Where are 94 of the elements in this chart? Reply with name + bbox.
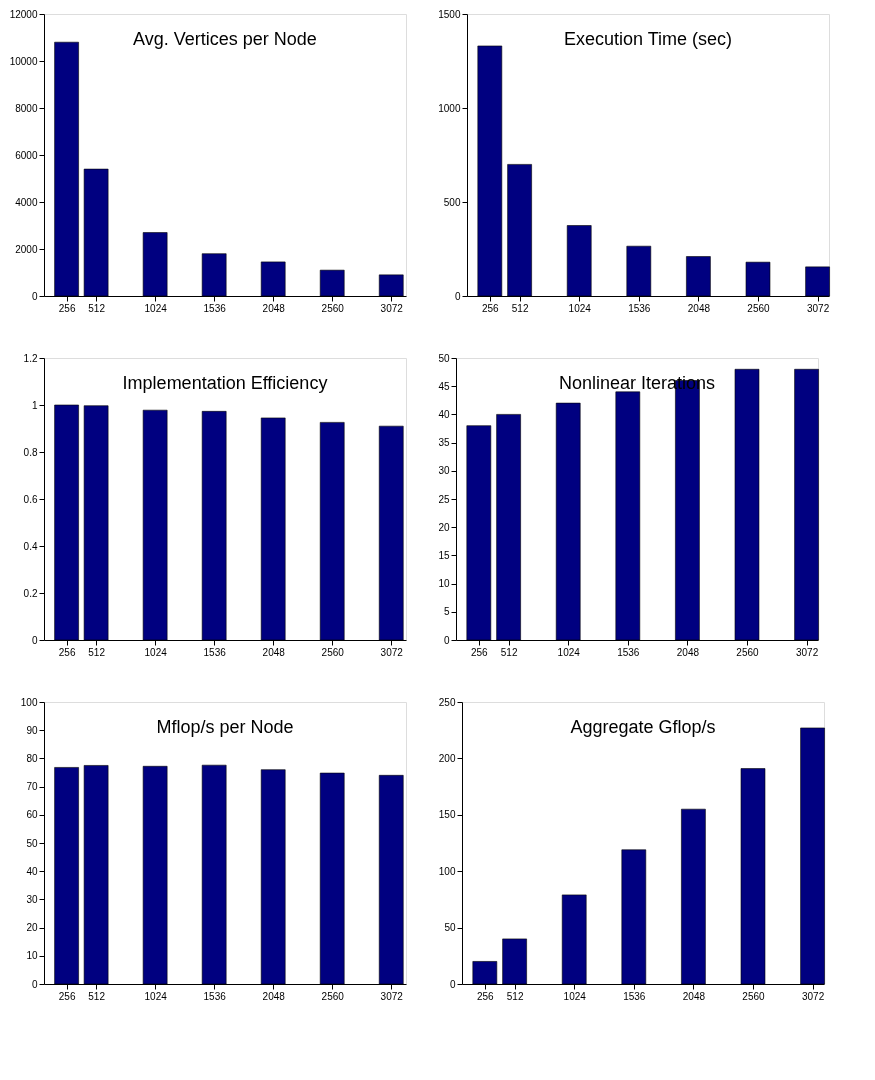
- y-tick-label: 12000: [9, 8, 38, 20]
- x-tick-label: 512: [500, 646, 518, 658]
- x-tick-label: 2560: [736, 646, 760, 658]
- x-tick-label: 2560: [321, 302, 345, 314]
- x-tick-label: 2560: [321, 646, 345, 658]
- x-tick-label: 256: [58, 990, 76, 1002]
- x-tick-label: 256: [470, 646, 489, 658]
- y-tick-label: 5: [443, 606, 450, 618]
- y-tick-label: 20: [26, 922, 38, 934]
- x-tick-label: 2560: [321, 990, 345, 1002]
- x-tick-label: 1536: [617, 646, 640, 658]
- x-tick-label: 3072: [795, 646, 819, 658]
- x-tick-label: 1024: [557, 646, 581, 658]
- y-tick-label: 1500: [438, 8, 461, 20]
- y-tick-label: 0: [31, 634, 38, 646]
- x-tick-label: 2048: [682, 990, 706, 1002]
- x-tick-label: 512: [511, 302, 529, 314]
- y-tick-label: 6000: [15, 149, 38, 161]
- text: Execution Time (sec): [563, 29, 733, 49]
- y-tick-label: 0.8: [23, 446, 38, 458]
- y-tick-label: 30: [26, 893, 38, 905]
- y-tick-label: 100: [438, 865, 456, 877]
- x-tick-label: 1536: [203, 302, 227, 314]
- y-tick-label: 0: [443, 634, 450, 646]
- y-tick-label: 40: [438, 408, 450, 420]
- y-tick-label: 90: [26, 724, 38, 736]
- x-tick-label: 256: [58, 646, 76, 658]
- y-tick-label: 30: [438, 465, 450, 477]
- x-tick-label: 2560: [742, 990, 766, 1002]
- x-tick-label: 512: [88, 646, 106, 658]
- y-tick-label: 0.2: [23, 587, 38, 599]
- y-tick-label: 1: [31, 399, 38, 411]
- y-tick-label: 50: [438, 352, 450, 364]
- y-tick-label: 250: [438, 696, 456, 708]
- text: Avg. Vertices per Node: [133, 29, 317, 49]
- x-tick-label: 1536: [623, 990, 646, 1002]
- y-tick-label: 2000: [15, 243, 38, 255]
- y-tick-label: 60: [26, 809, 38, 821]
- y-tick-label: 35: [438, 437, 450, 449]
- x-tick-label: 2048: [687, 302, 711, 314]
- x-tick-label: 256: [476, 990, 495, 1002]
- x-tick-label: 512: [88, 302, 106, 314]
- y-tick-label: 0.6: [23, 493, 38, 505]
- x-tick-label: 3072: [806, 302, 830, 314]
- y-tick-label: 0: [31, 978, 38, 990]
- x-tick-label: 1024: [144, 646, 168, 658]
- x-tick-label: 1536: [628, 302, 651, 314]
- y-tick-label: 15: [438, 549, 450, 561]
- x-tick-label: 1536: [203, 646, 227, 658]
- y-tick-label: 25: [438, 493, 450, 505]
- x-tick-label: 1024: [144, 990, 168, 1002]
- y-tick-label: 0: [449, 978, 456, 990]
- x-tick-label: 2048: [262, 302, 286, 314]
- y-tick-label: 1000: [438, 102, 461, 114]
- y-tick-label: 200: [438, 752, 456, 764]
- y-tick-label: 150: [438, 809, 456, 821]
- y-tick-label: 100: [20, 696, 38, 708]
- text: Aggregate Gflop/s: [570, 717, 716, 737]
- y-tick-label: 10000: [9, 55, 38, 67]
- x-tick-label: 2048: [262, 990, 286, 1002]
- y-tick-label: 4000: [15, 196, 38, 208]
- y-tick-label: 0: [454, 290, 461, 302]
- x-tick-label: 1536: [203, 990, 227, 1002]
- y-tick-label: 40: [26, 865, 38, 877]
- x-tick-label: 2048: [676, 646, 700, 658]
- y-tick-label: 0: [31, 290, 38, 302]
- y-tick-label: 8000: [15, 102, 38, 114]
- y-tick-label: 50: [444, 922, 456, 934]
- y-tick-label: 45: [438, 380, 450, 392]
- text: Nonlinear Iterations: [558, 373, 716, 393]
- y-tick-label: 500: [443, 196, 461, 208]
- y-tick-label: 0.4: [23, 540, 38, 552]
- y-tick-label: 10: [26, 950, 38, 962]
- x-tick-label: 2560: [747, 302, 771, 314]
- text: Implementation Efficiency: [122, 373, 328, 393]
- x-tick-label: 1024: [568, 302, 592, 314]
- x-tick-label: 256: [481, 302, 500, 314]
- x-tick-label: 1024: [144, 302, 168, 314]
- y-tick-label: 20: [438, 521, 450, 533]
- x-tick-label: 256: [58, 302, 76, 314]
- x-tick-label: 3072: [801, 990, 825, 1002]
- x-tick-label: 3072: [380, 990, 404, 1002]
- y-tick-label: 10: [438, 578, 450, 590]
- x-tick-label: 512: [506, 990, 524, 1002]
- text: Mflop/s per Node: [156, 717, 294, 737]
- x-tick-label: 3072: [380, 646, 404, 658]
- y-tick-label: 50: [26, 837, 38, 849]
- y-tick-label: 70: [26, 781, 38, 793]
- y-tick-label: 1.2: [23, 352, 38, 364]
- y-tick-label: 80: [26, 752, 38, 764]
- x-tick-label: 1024: [563, 990, 587, 1002]
- x-tick-label: 2048: [262, 646, 286, 658]
- x-tick-label: 512: [88, 990, 106, 1002]
- x-tick-label: 3072: [380, 302, 404, 314]
